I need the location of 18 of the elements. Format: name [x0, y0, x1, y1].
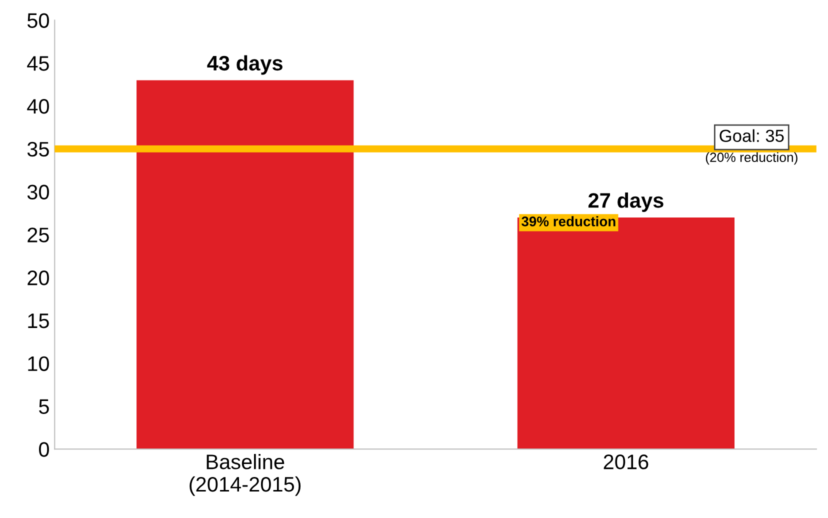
y-tick-label: 20	[28, 270, 49, 286]
y-tick-label: 45	[27, 56, 49, 71]
ref-line-label: Goal: 35	[720, 129, 784, 142]
annotation: (20% reduction)	[706, 152, 798, 165]
data-label: 27 days	[588, 192, 664, 212]
x-tick-label: 2016	[604, 454, 648, 470]
y-tick-label: 15	[28, 314, 49, 328]
y-tick-label: 50	[27, 13, 49, 28]
y-tick-label: 0	[39, 442, 49, 457]
x-tick-label: Baseline (2014-2015)	[190, 454, 301, 496]
y-tick-label: 25	[28, 228, 49, 242]
y-tick-label: 10	[28, 356, 49, 372]
y-tick-label: 30	[27, 184, 49, 200]
data-label: 43 days	[207, 55, 282, 75]
y-tick-label: 40	[27, 98, 49, 114]
y-tick-label: 35	[27, 142, 49, 157]
annotation: 39% reduction	[522, 216, 616, 226]
y-tick-label: 5	[39, 399, 49, 414]
